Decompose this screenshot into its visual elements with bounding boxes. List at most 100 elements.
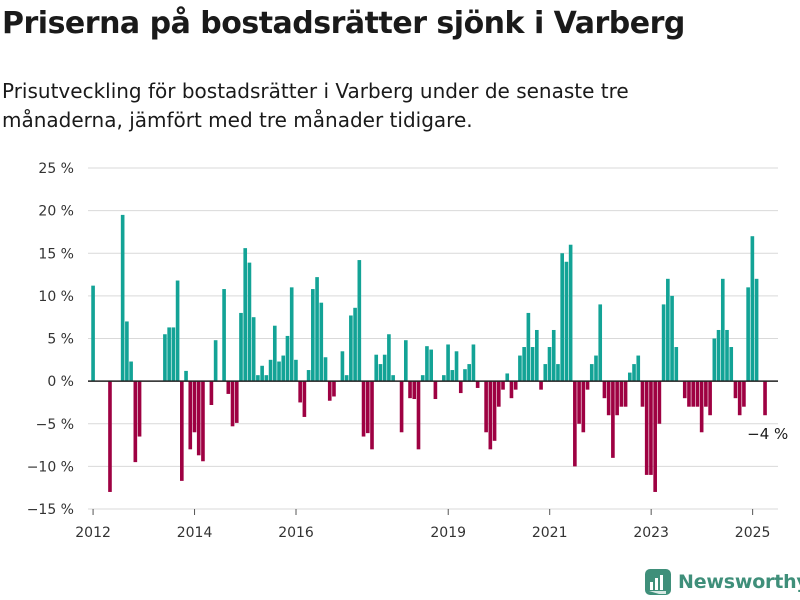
bars (91, 214, 767, 492)
grid-lines (88, 167, 778, 510)
bar (763, 381, 767, 416)
y-tick-label: 10 % (38, 289, 74, 305)
bar (306, 370, 311, 382)
bar (196, 381, 201, 456)
bar (657, 381, 662, 424)
annotation-label: −4 % (747, 425, 788, 443)
bar (361, 381, 366, 437)
bar (467, 364, 472, 382)
bar (704, 381, 708, 407)
bar (272, 325, 277, 382)
bar (167, 327, 171, 382)
bar (581, 381, 586, 433)
bar (416, 381, 421, 450)
bar (298, 381, 302, 403)
bar (268, 359, 273, 382)
bar (378, 364, 383, 382)
bar (294, 359, 298, 382)
y-tick-label: 5 % (47, 332, 74, 348)
bar (171, 327, 176, 382)
y-axis-ticks: −15 % −10 % −5 % 0 % 5 % 10 % 15 % 20 % 25 % (27, 161, 74, 518)
bar (687, 381, 691, 407)
bar (522, 347, 526, 382)
bar (750, 236, 755, 382)
bar (442, 375, 446, 382)
bar (547, 347, 552, 382)
bar (615, 381, 619, 416)
bar (243, 248, 248, 382)
bar (733, 381, 738, 399)
x-tick-label: 2021 (532, 525, 568, 541)
newsworthy-logo-icon (645, 569, 671, 595)
bar (725, 329, 729, 382)
brand-logo: Newsworthy (644, 568, 800, 596)
bar (374, 354, 379, 382)
bar (226, 381, 231, 394)
bar (247, 262, 252, 382)
y-tick-label: 25 % (38, 161, 74, 177)
x-tick-label: 2016 (278, 525, 314, 541)
bar (720, 278, 725, 382)
bar (666, 278, 670, 382)
bar (644, 381, 649, 475)
x-tick-label: 2025 (735, 525, 771, 541)
bar (209, 381, 214, 405)
bar (277, 361, 281, 382)
bar (129, 361, 133, 382)
bar (353, 307, 357, 382)
bar (560, 253, 564, 382)
y-tick-label: −10 % (27, 459, 74, 475)
bar (163, 334, 167, 382)
bar (319, 302, 324, 382)
bar (577, 381, 581, 424)
bar (746, 287, 750, 382)
bar (412, 381, 417, 400)
bar (627, 372, 632, 382)
bar (598, 304, 603, 382)
x-tick-label: 2023 (633, 525, 669, 541)
y-tick-label: −5 % (36, 417, 74, 433)
bar (450, 370, 455, 382)
bar (420, 375, 425, 382)
bar (682, 381, 687, 399)
bar (382, 354, 387, 382)
bar (501, 381, 505, 390)
bar (742, 381, 746, 407)
bar (133, 381, 138, 463)
bar (222, 289, 226, 382)
bar (281, 355, 286, 382)
bar (230, 381, 235, 427)
bar (475, 381, 480, 388)
bar (370, 381, 374, 450)
bar (404, 340, 408, 382)
bar (556, 364, 560, 382)
bar (471, 344, 476, 382)
bar (619, 381, 624, 407)
bar (611, 381, 615, 458)
bar (518, 355, 522, 382)
x-axis-ticks: 2012 2014 2016 2019 2021 2023 2025 (75, 509, 770, 541)
bar (606, 381, 611, 416)
bar (535, 329, 539, 382)
bar (408, 381, 412, 399)
bar (699, 381, 704, 433)
bar (357, 260, 362, 382)
bar (188, 381, 193, 450)
bar (108, 381, 112, 492)
bar (201, 381, 205, 462)
bar (594, 355, 598, 382)
bar (251, 317, 256, 382)
bar (505, 373, 510, 382)
bar (492, 381, 497, 441)
bar (234, 381, 239, 423)
bar (256, 375, 260, 382)
bar (649, 381, 653, 475)
bar (568, 244, 573, 382)
bar (526, 312, 531, 382)
bar (716, 329, 721, 382)
bar (192, 381, 197, 433)
bar (289, 287, 294, 382)
bar (425, 346, 429, 382)
bar (509, 381, 514, 399)
